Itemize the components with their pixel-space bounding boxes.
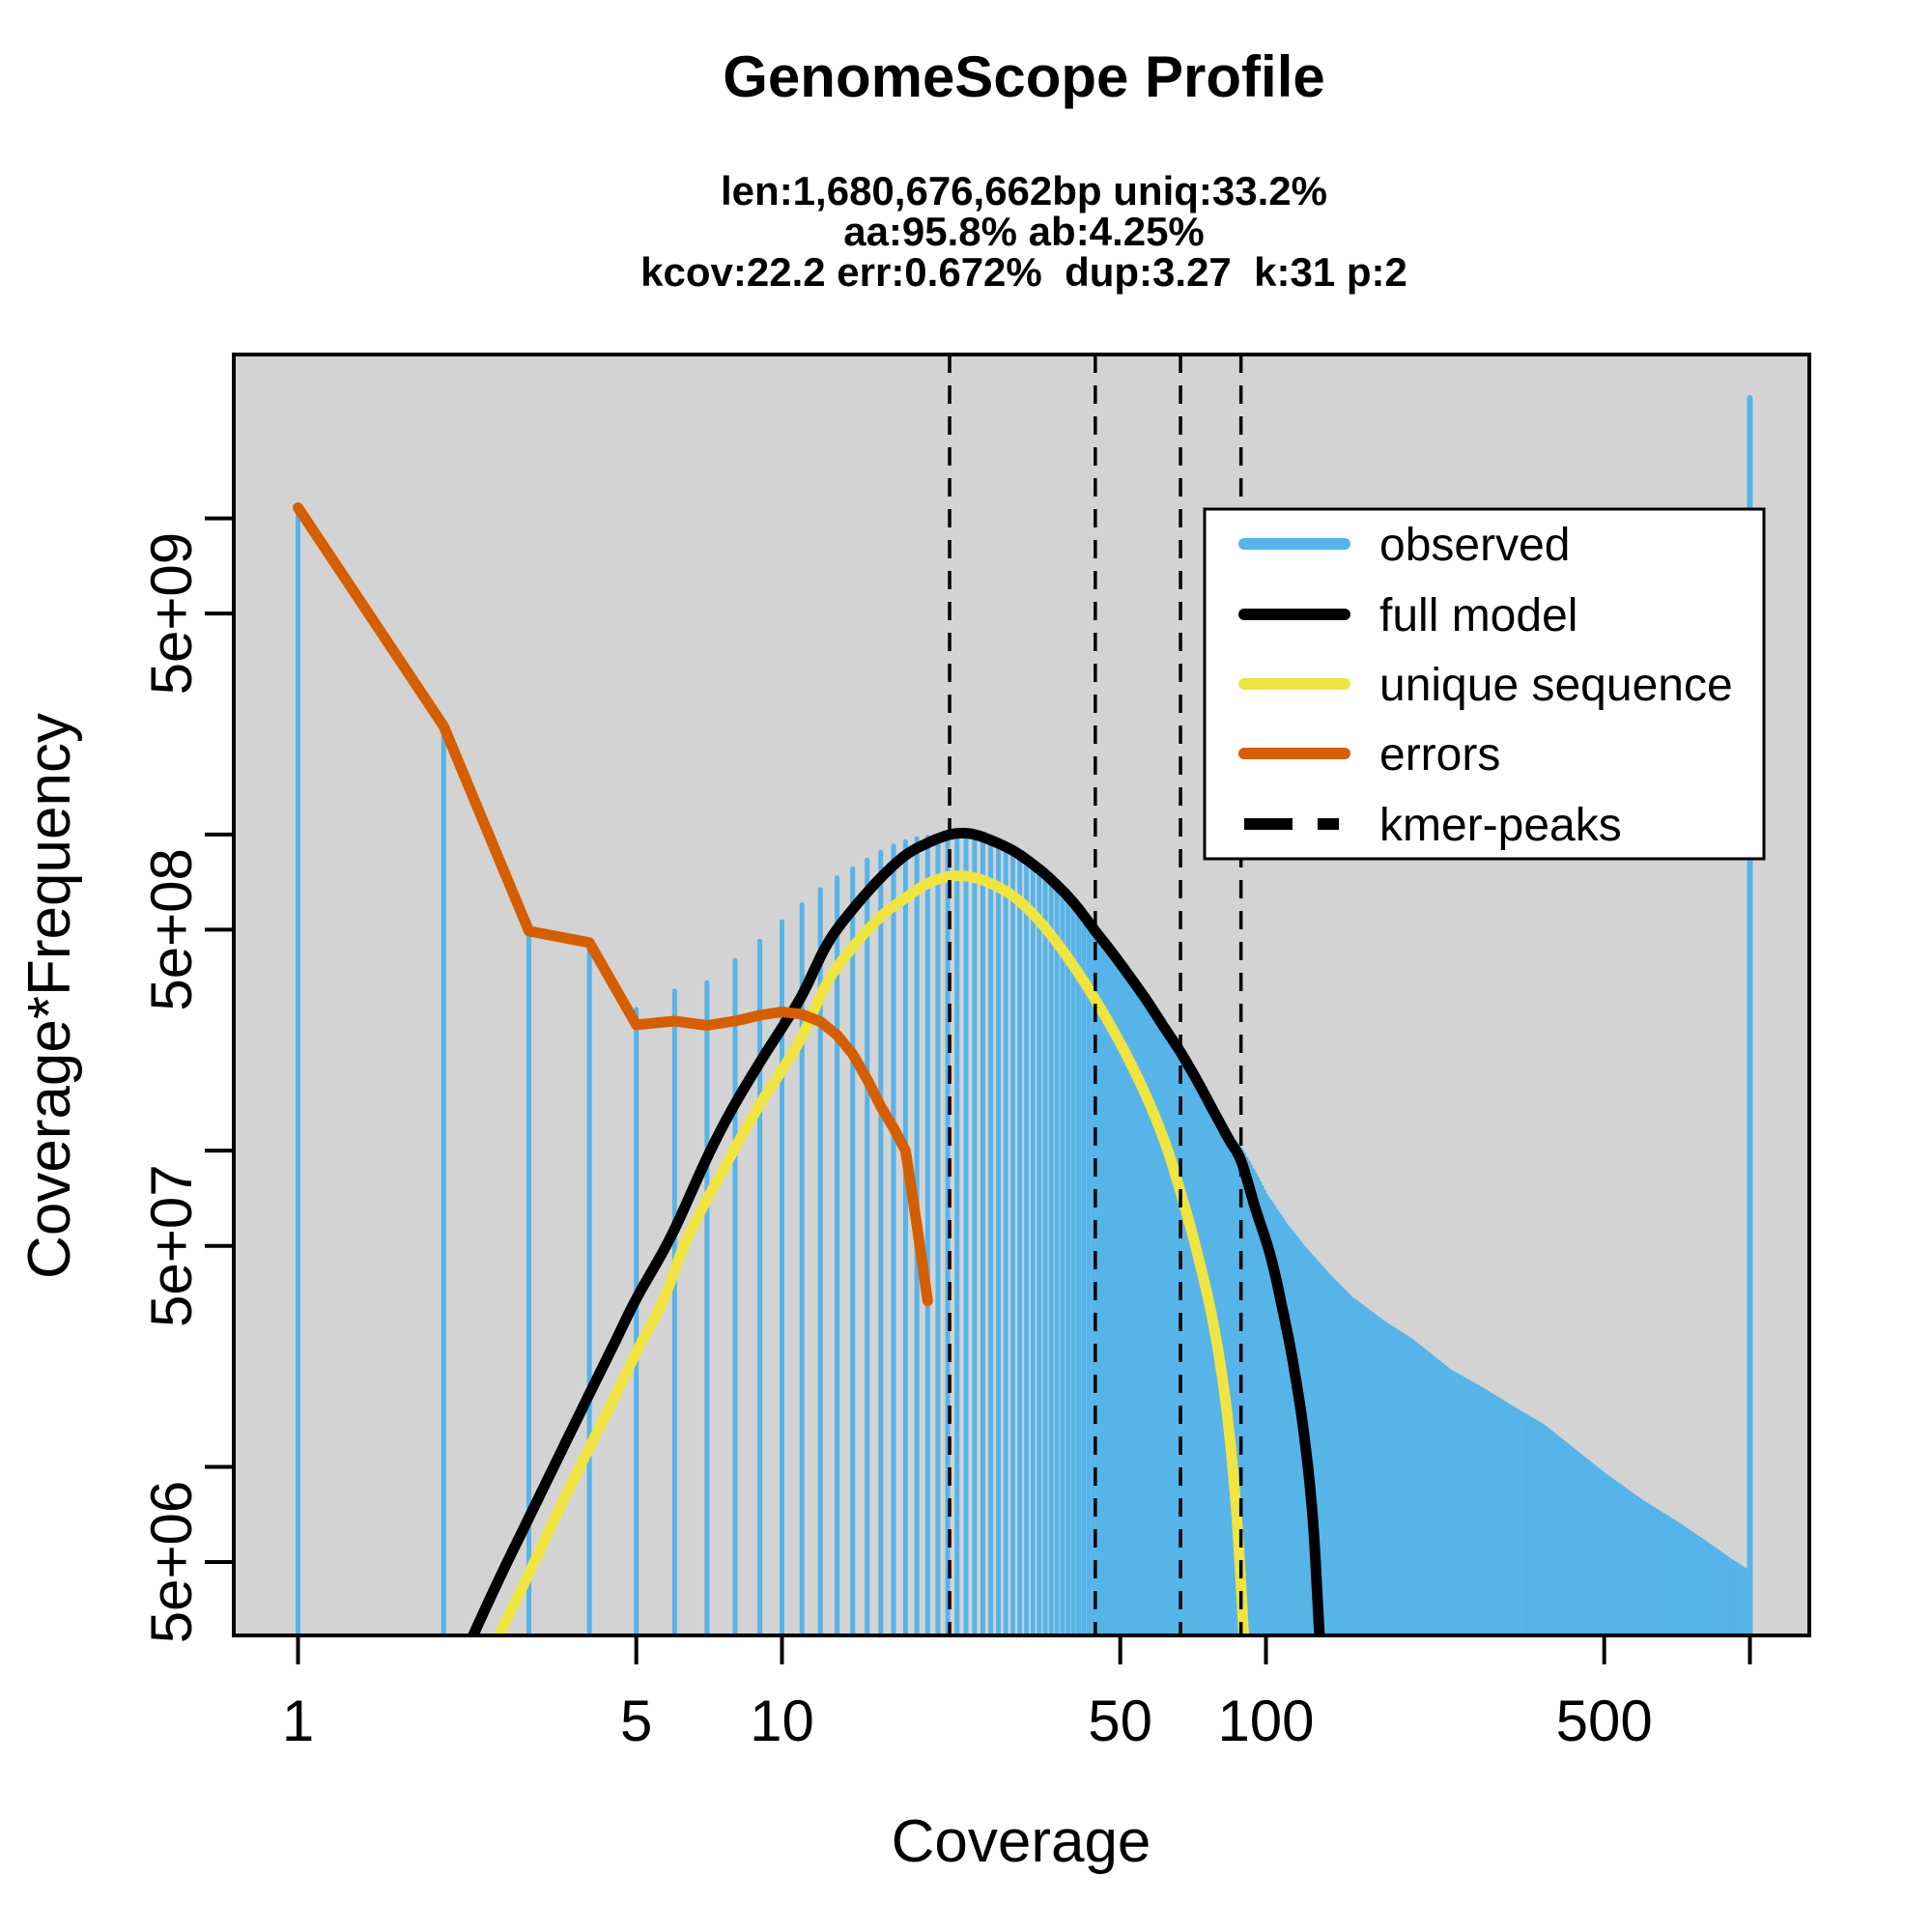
y-tick-label: 5e+08 bbox=[139, 848, 204, 1011]
x-tick-label: 100 bbox=[1217, 1689, 1314, 1753]
legend: observed full model unique sequence erro… bbox=[1203, 507, 1766, 861]
x-axis: 1 5 10 50 100 500 bbox=[282, 1637, 1752, 1753]
x-tick-label: 50 bbox=[1088, 1689, 1152, 1753]
legend-item-kmer-peaks: kmer-peaks bbox=[1244, 800, 1622, 851]
legend-item-errors: errors bbox=[1238, 729, 1500, 781]
y-tick-label: 5e+06 bbox=[139, 1481, 204, 1644]
legend-item-observed: observed bbox=[1238, 520, 1570, 571]
chart-subtitle-line2: aa:95.8% ab:4.25% bbox=[843, 209, 1205, 254]
legend-label-kmer-peaks: kmer-peaks bbox=[1379, 800, 1622, 851]
observed-bars-series bbox=[296, 395, 1753, 1635]
legend-item-full-model: full model bbox=[1238, 590, 1577, 641]
panel-border bbox=[232, 353, 1811, 1637]
y-axis: 5e+06 5e+07 5e+08 5e+09 bbox=[139, 516, 232, 1644]
x-tick-label: 500 bbox=[1556, 1689, 1653, 1753]
chart-subtitle-line3: kcov:22.2 err:0.672% dup:3.27 k:31 p:2 bbox=[640, 249, 1407, 295]
chart-title: GenomeScope Profile bbox=[723, 44, 1325, 109]
y-tick-label: 5e+09 bbox=[139, 532, 204, 696]
unique-sequence-curve bbox=[493, 870, 1250, 1635]
y-tick-label: 5e+07 bbox=[139, 1164, 204, 1327]
x-axis-title: Coverage bbox=[892, 1808, 1151, 1875]
x-tick-label: 5 bbox=[620, 1689, 652, 1753]
x-tick-label: 1 bbox=[282, 1689, 314, 1753]
errors-curve bbox=[293, 502, 933, 1307]
legend-label-observed: observed bbox=[1379, 520, 1570, 571]
legend-item-unique-sequence: unique sequence bbox=[1238, 660, 1733, 711]
y-axis-title: Coverage*Frequency bbox=[16, 713, 83, 1279]
x-tick-label: 10 bbox=[750, 1689, 814, 1753]
legend-label-full-model: full model bbox=[1379, 590, 1577, 641]
legend-label-errors: errors bbox=[1379, 729, 1500, 781]
legend-label-unique-sequence: unique sequence bbox=[1379, 660, 1733, 711]
chart-subtitle-line1: len:1,680,676,662bp uniq:33.2% bbox=[721, 168, 1327, 213]
